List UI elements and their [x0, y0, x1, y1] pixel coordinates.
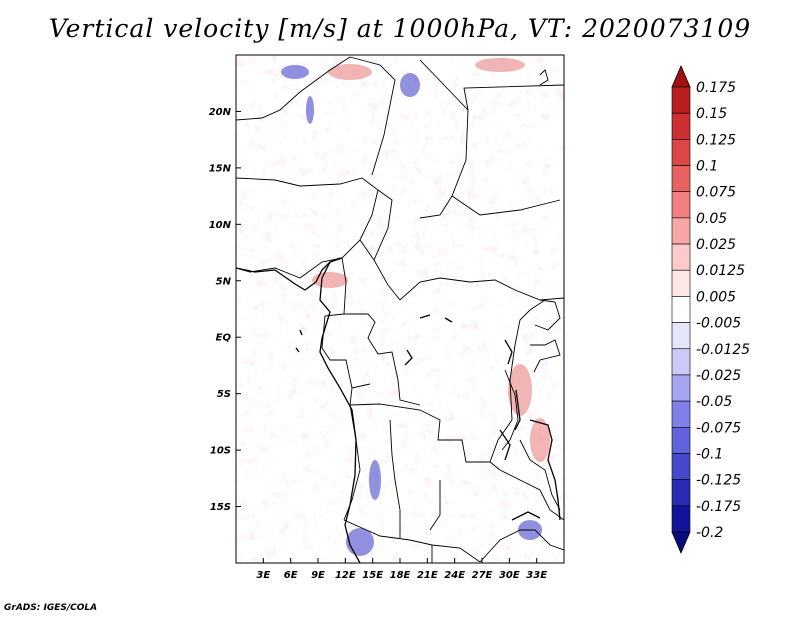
colorbar-label: -0.005: [696, 316, 741, 332]
colorbar-label: 0.005: [696, 289, 736, 305]
colorbar-label: 0.1: [696, 159, 718, 175]
colorbar-label: -0.175: [696, 499, 741, 515]
colorbar-swatch: [671, 296, 691, 323]
lat-tick-label: 10N: [209, 220, 232, 231]
colorbar-swatch: [671, 400, 691, 428]
colorbar-bottom-arrow: [671, 531, 691, 555]
colorbar-label: -0.05: [696, 394, 732, 410]
colorbar-swatch: [671, 191, 691, 219]
colorbar-label: 0.0125: [696, 263, 745, 279]
colorbar-label: -0.075: [696, 420, 741, 436]
colorbar-swatch: [671, 165, 691, 193]
colorbar-swatch: [671, 322, 691, 350]
colorbar-swatch: [671, 217, 691, 245]
strong-downdraft-areas: [281, 65, 542, 556]
lat-tick-label: 5S: [217, 389, 231, 400]
lat-tick-label: 10S: [210, 446, 231, 457]
colorbar-swatch: [671, 112, 691, 140]
colorbar-swatch: [671, 479, 691, 507]
colorbar-label: -0.1: [696, 446, 723, 462]
lat-tick-label: 15S: [210, 502, 231, 513]
colorbar-swatch: [671, 139, 691, 166]
lon-tick-label: 27E: [472, 570, 493, 581]
colorbar-swatch: [671, 374, 691, 402]
lon-tick-label: 12E: [335, 570, 356, 581]
latitude-axis: 20N 15N 10N 5N EQ 5S 10S 15S: [209, 107, 241, 513]
colorbar-swatch: [671, 348, 691, 376]
colorbar-label: 0.15: [696, 106, 727, 122]
colorbar-label: 0.075: [696, 185, 736, 201]
lon-tick-label: 15E: [362, 570, 383, 581]
colorbar-label: 0.05: [696, 211, 727, 227]
coastlines: [236, 257, 561, 563]
lat-tick-label: 15N: [209, 163, 232, 174]
lat-tick-label: 5N: [216, 276, 232, 287]
vertical-velocity-field: [236, 55, 564, 563]
colorbar-label: -0.125: [696, 473, 741, 489]
colorbar-label: 0.125: [696, 132, 736, 148]
grads-credit: GrADS: IGES/COLA: [4, 603, 98, 613]
colorbar-swatch: [671, 426, 691, 454]
colorbar-top-arrow: [671, 64, 691, 88]
colorbar-swatch: [671, 243, 691, 271]
colorbar-swatch: [671, 505, 691, 533]
colorbar: 0.175 0.15 0.125 0.1 0.075 0.05 0.025 0.0125 0.0…: [671, 64, 750, 555]
lon-tick-label: 3E: [256, 570, 270, 581]
longitude-axis: 3E 6E 9E 12E 15E 18E 21E 24E 27E 30E 33E: [256, 558, 547, 581]
colorbar-label: 0.025: [696, 237, 736, 253]
lon-tick-label: 9E: [311, 570, 325, 581]
lon-tick-label: 21E: [417, 570, 438, 581]
colorbar-swatch: [671, 269, 691, 297]
map-title: Vertical velocity [m/s] at 1000hPa, VT: …: [48, 14, 752, 43]
colorbar-label: -0.2: [696, 525, 723, 541]
colorbar-label: -0.025: [696, 368, 741, 384]
lon-tick-label: 33E: [526, 570, 547, 581]
colorbar-swatch: [671, 86, 691, 114]
lon-tick-label: 30E: [499, 570, 520, 581]
lon-tick-label: 24E: [444, 570, 465, 581]
lat-tick-label: 20N: [209, 107, 232, 118]
colorbar-swatch: [671, 453, 691, 480]
lon-tick-label: 6E: [284, 570, 298, 581]
lat-tick-label: EQ: [216, 333, 232, 344]
colorbar-label: 0.175: [696, 80, 736, 96]
colorbar-label: -0.0125: [696, 342, 750, 358]
lon-tick-label: 18E: [390, 570, 411, 581]
